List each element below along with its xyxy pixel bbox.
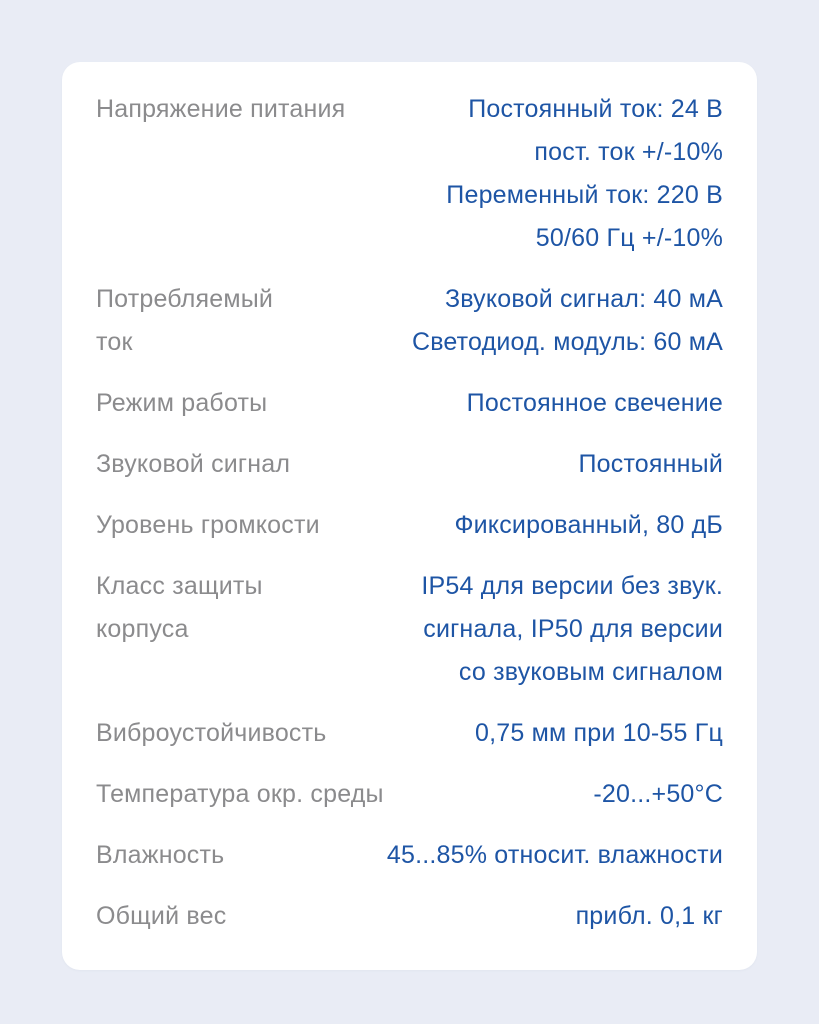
spec-row-operating-mode: Режим работы Постоянное свечение [96,382,723,425]
spec-value: Постоянный [578,450,723,478]
spec-row-vibration-resistance: Виброустойчивость 0,75 мм при 10-55 Гц [96,712,723,755]
spec-label: Температура окр. среды [96,780,384,808]
spec-value: Звуковой сигнал: 40 мА Светодиод. модуль… [411,285,723,356]
spec-value: IP54 для версии без звук. сигнала, IP50 … [421,572,723,686]
spec-row-protection-class: Класс защиты корпуса IP54 для версии без… [96,565,723,694]
spec-label: Общий вес [96,902,227,930]
spec-value: -20...+50°C [593,780,723,808]
spec-label: Звуковой сигнал [96,450,291,478]
spec-row-sound-signal: Звуковой сигнал Постоянный [96,443,723,486]
spec-label: Влажность [96,841,225,869]
spec-row-volume-level: Уровень громкости Фиксированный, 80 дБ [96,504,723,547]
spec-card: Напряжение питания Постоянный ток: 24 В … [62,62,757,970]
spec-row-ambient-temperature: Температура окр. среды -20...+50°C [96,773,723,816]
spec-label: Класс защиты корпуса [96,572,263,643]
spec-label: Уровень громкости [96,511,320,539]
spec-row-total-weight: Общий вес прибл. 0,1 кг [96,895,723,938]
spec-value: Постоянное свечение [466,389,723,417]
spec-row-humidity: Влажность 45...85% относит. влажности [96,834,723,877]
spec-label: Виброустойчивость [96,719,327,747]
spec-label: Потребляемый ток [96,285,274,356]
spec-value: Постоянный ток: 24 В пост. ток +/-10% Пе… [446,95,723,252]
spec-label: Напряжение питания [96,95,346,123]
spec-value: прибл. 0,1 кг [575,902,723,930]
spec-value: Фиксированный, 80 дБ [454,511,723,539]
spec-value: 0,75 мм при 10-55 Гц [474,719,723,747]
spec-value: 45...85% относит. влажности [386,841,723,869]
spec-row-supply-voltage: Напряжение питания Постоянный ток: 24 В … [96,88,723,260]
spec-label: Режим работы [96,389,268,417]
spec-row-current-consumption: Потребляемый ток Звуковой сигнал: 40 мА … [96,278,723,364]
